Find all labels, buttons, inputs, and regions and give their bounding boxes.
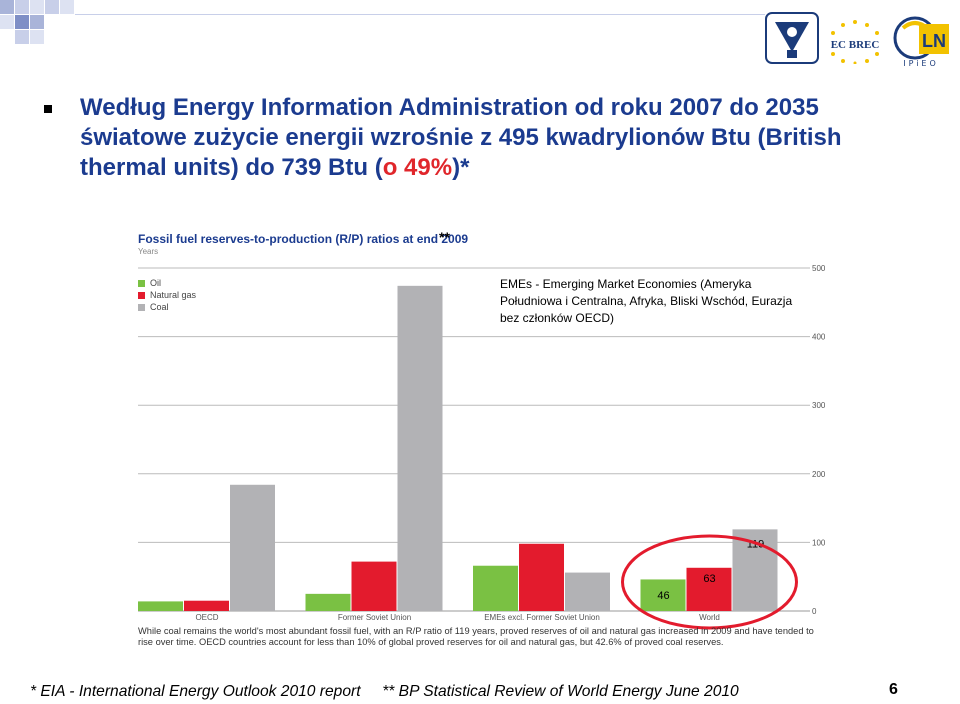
legend-label-coal: Coal — [150, 302, 169, 312]
bar-oil — [640, 579, 686, 611]
data-label: 46 — [657, 590, 669, 602]
bar-coal — [230, 484, 275, 611]
y-tick-label: 0 — [812, 607, 817, 616]
decor-square — [60, 0, 74, 14]
bar-coal — [565, 572, 610, 611]
bar-natural-gas — [351, 561, 397, 611]
chart-legend: Oil Natural gas Coal — [138, 277, 196, 313]
bar-coal — [397, 285, 443, 611]
y-tick-label: 400 — [812, 333, 826, 342]
decor-square — [15, 30, 29, 44]
data-label: 63 — [703, 573, 715, 585]
ln-logo-caption: IPiEO — [903, 59, 939, 68]
source-marker: ** — [439, 229, 450, 245]
y-tick-label: 100 — [812, 538, 826, 547]
decor-square — [15, 15, 29, 29]
logos-group: EC BREC LN IPiEO — [765, 10, 955, 68]
decor-square — [30, 30, 44, 44]
chart-caption: While coal remains the world's most abun… — [138, 626, 814, 647]
bar-oil — [305, 593, 351, 611]
y-tick-label: 300 — [812, 401, 826, 410]
legend-swatch-oil — [138, 279, 145, 287]
page-number: 6 — [889, 681, 898, 698]
highlight-ellipse — [621, 534, 798, 630]
bar-natural-gas — [519, 543, 564, 611]
x-tick-label: EMEs excl. Former Soviet Union — [484, 613, 600, 622]
bar-natural-gas — [686, 567, 732, 611]
decor-square — [0, 15, 14, 29]
headline-highlight: o 49% — [382, 154, 453, 181]
bar-oil — [473, 565, 518, 611]
chart-y-label: Years — [138, 247, 159, 256]
shield-logo-icon — [765, 12, 819, 64]
ec-brec-logo-text: EC BREC — [831, 39, 880, 51]
legend-item-gas: Natural gas — [138, 289, 196, 301]
decor-square — [45, 0, 59, 14]
bar-natural-gas — [184, 600, 229, 611]
decor-square — [0, 0, 14, 14]
bar-oil — [138, 601, 183, 611]
footnote: * EIA - International Energy Outlook 201… — [30, 683, 739, 700]
ec-brec-logo-icon: EC BREC — [831, 20, 880, 64]
bullet-marker — [44, 105, 52, 113]
decor-square — [30, 0, 44, 14]
legend-item-oil: Oil — [138, 277, 196, 289]
y-tick-label: 200 — [812, 470, 826, 479]
legend-label-oil: Oil — [150, 278, 161, 288]
legend-swatch-coal — [138, 303, 145, 311]
legend-swatch-gas — [138, 291, 145, 299]
legend-item-coal: Coal — [138, 301, 196, 313]
x-tick-label: Former Soviet Union — [338, 613, 411, 622]
decor-bar — [75, 14, 765, 15]
legend-label-gas: Natural gas — [150, 290, 197, 300]
x-tick-label: World — [699, 613, 720, 622]
page-title: Według Energy Information Administration… — [80, 93, 880, 183]
x-tick-label: OECD — [195, 613, 218, 622]
headline-text: Według Energy Information Administration… — [80, 94, 842, 181]
y-tick-label: 500 — [812, 264, 826, 273]
chart-title: Fossil fuel reserves-to-production (R/P)… — [138, 232, 469, 246]
headline-text-end: )* — [452, 154, 470, 181]
decor-square — [15, 0, 29, 14]
ln-logo-text: LN — [922, 31, 946, 51]
emes-note: EMEs - Emerging Market Economies (Ameryk… — [500, 277, 793, 325]
decor-square — [30, 15, 44, 29]
ln-logo-icon: LN — [893, 16, 949, 60]
